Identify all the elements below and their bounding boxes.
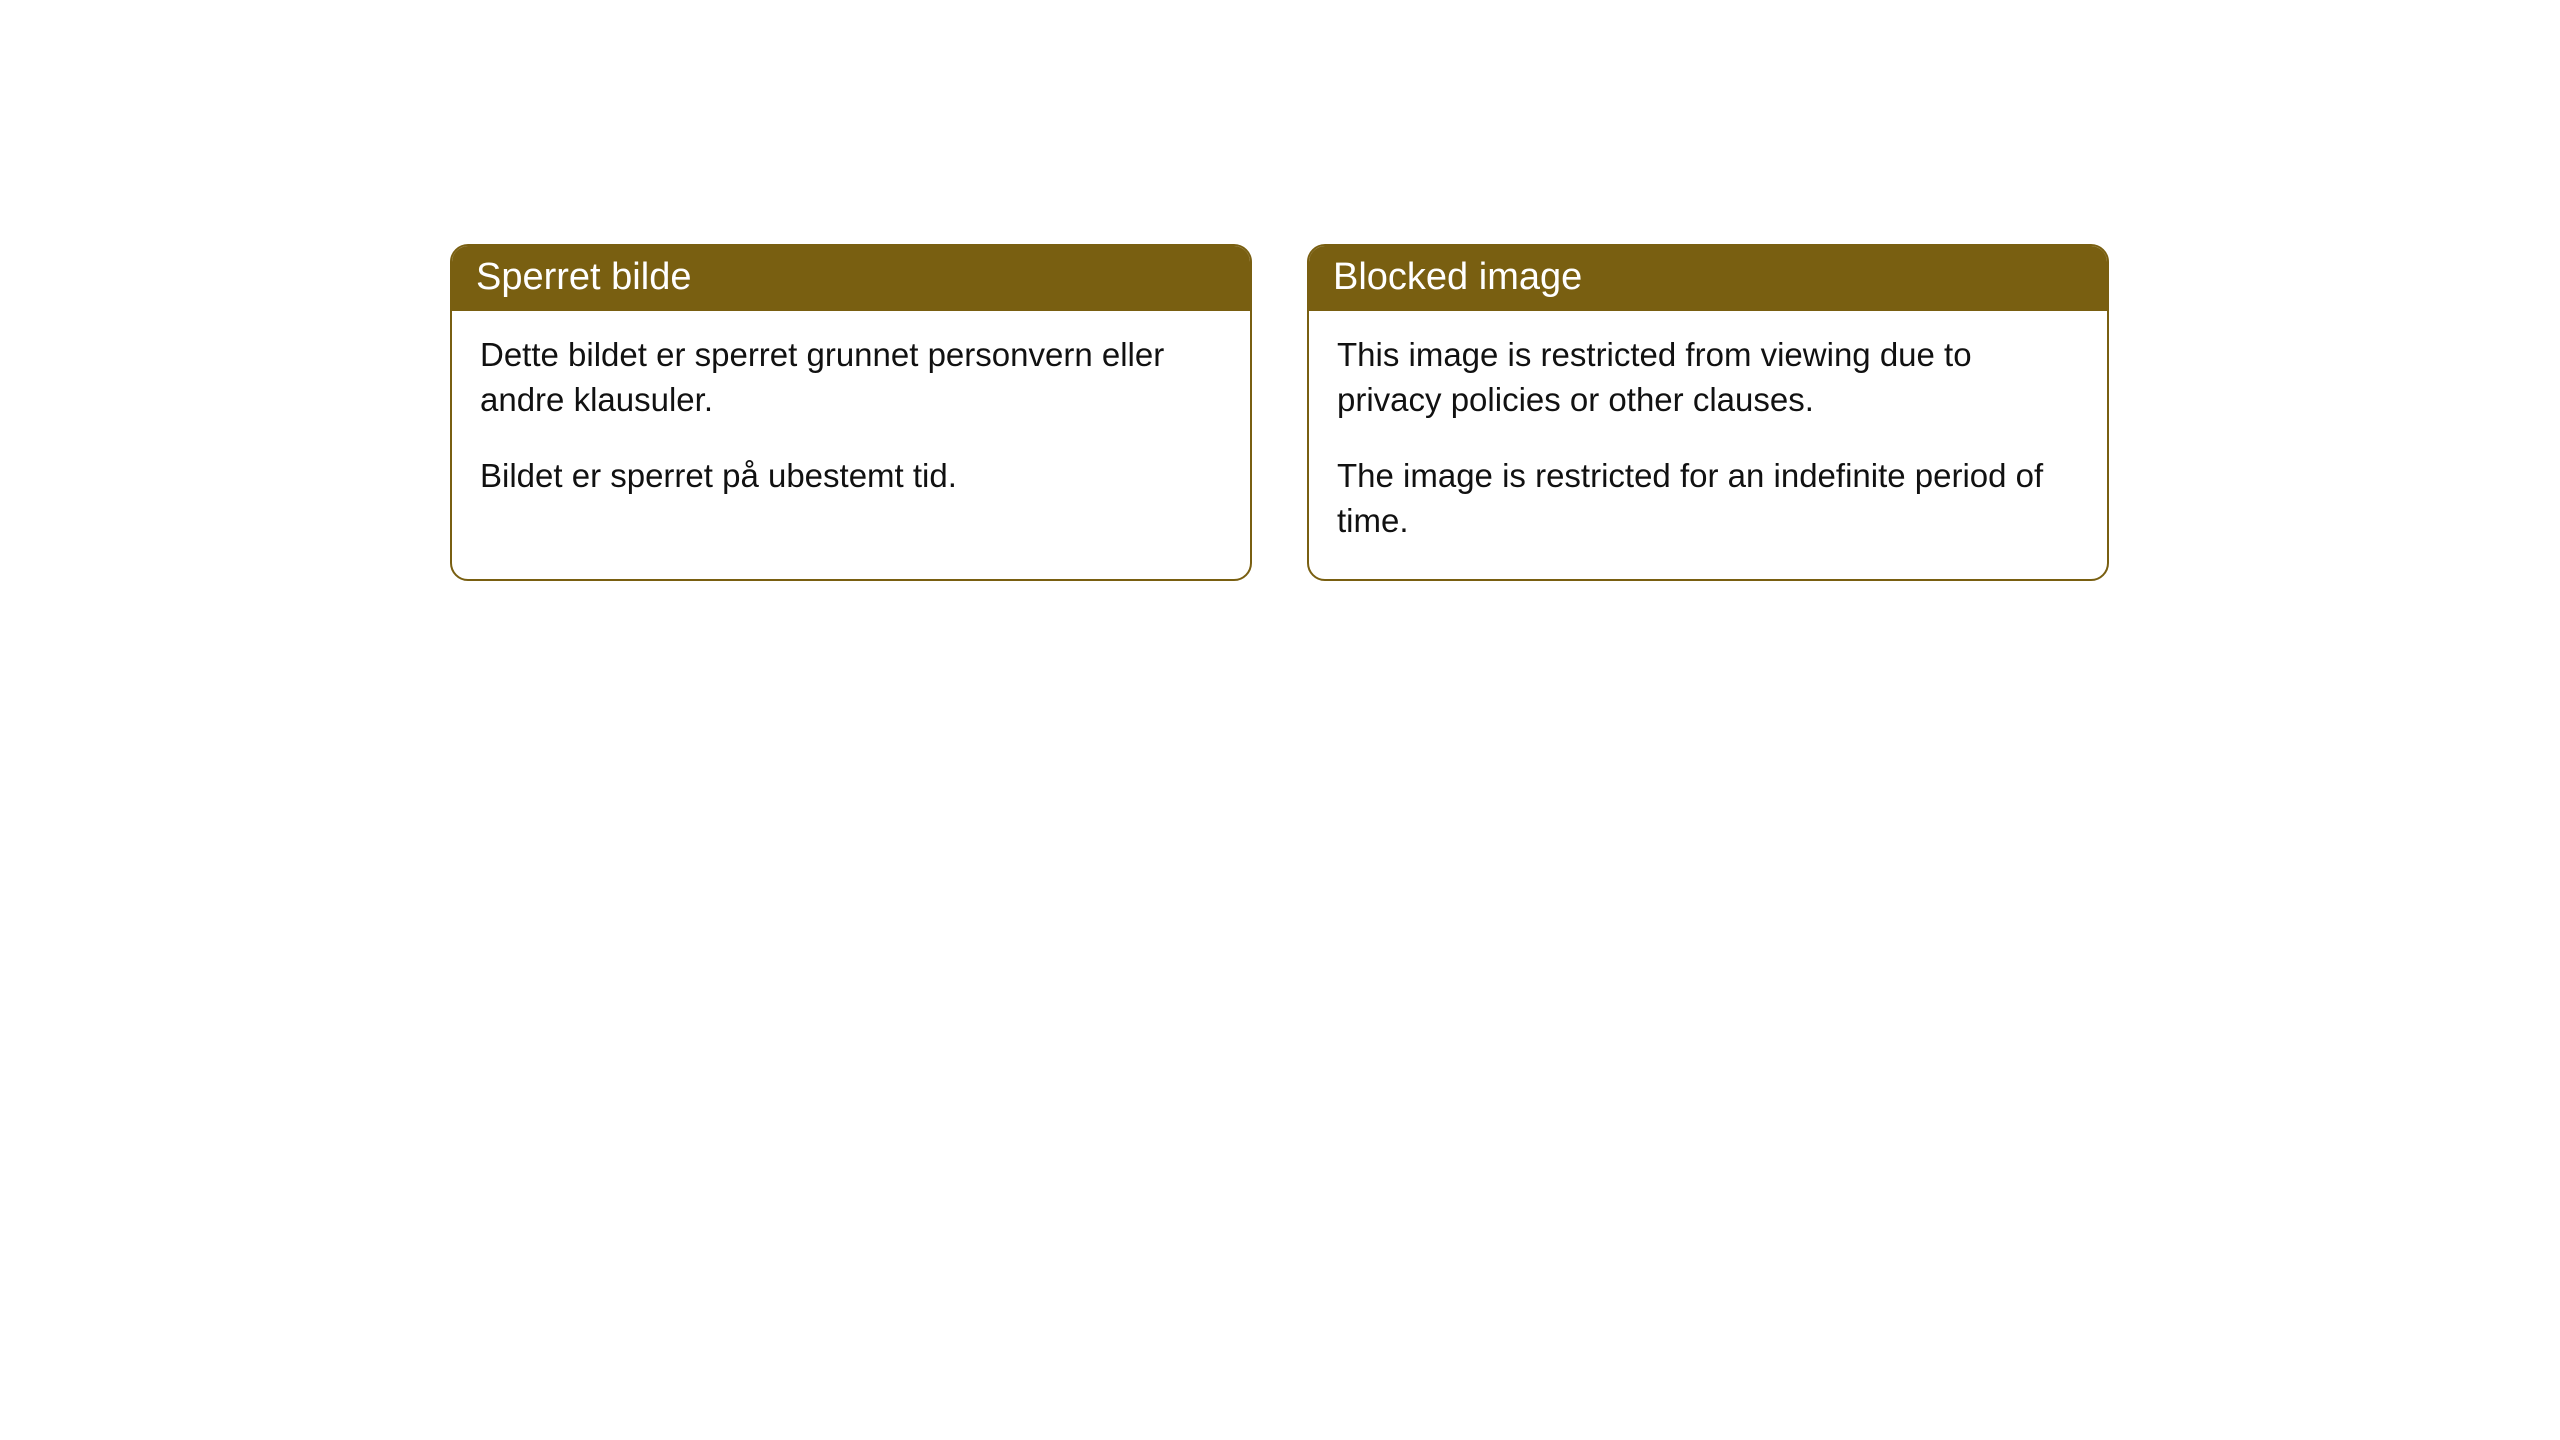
blocked-image-card-en: Blocked image This image is restricted f… xyxy=(1307,244,2109,581)
card-header-en: Blocked image xyxy=(1309,246,2107,311)
card-header-no: Sperret bilde xyxy=(452,246,1250,311)
cards-container: Sperret bilde Dette bildet er sperret gr… xyxy=(0,0,2560,581)
blocked-image-card-no: Sperret bilde Dette bildet er sperret gr… xyxy=(450,244,1252,581)
card-body-en: This image is restricted from viewing du… xyxy=(1309,311,2107,579)
card-paragraph-no-2: Bildet er sperret på ubestemt tid. xyxy=(480,454,1222,499)
card-body-no: Dette bildet er sperret grunnet personve… xyxy=(452,311,1250,535)
card-paragraph-no-1: Dette bildet er sperret grunnet personve… xyxy=(480,333,1222,422)
card-paragraph-en-2: The image is restricted for an indefinit… xyxy=(1337,454,2079,543)
card-paragraph-en-1: This image is restricted from viewing du… xyxy=(1337,333,2079,422)
